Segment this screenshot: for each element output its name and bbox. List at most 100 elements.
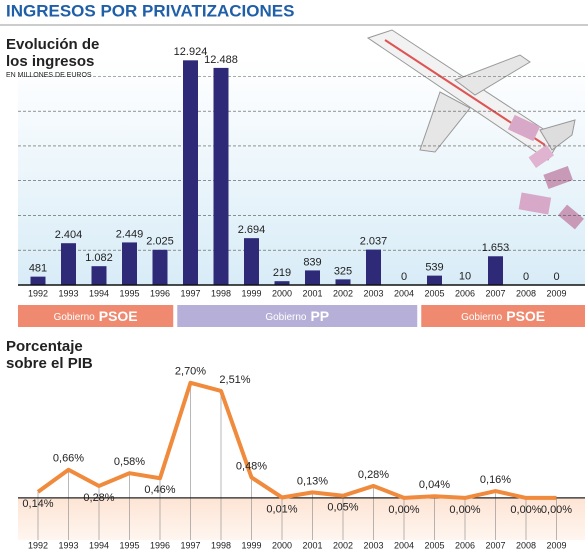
bar	[305, 270, 320, 285]
government-band	[421, 305, 585, 327]
x-tick-label: 1997	[180, 288, 200, 298]
x-tick-label: 2008	[516, 540, 536, 550]
x-tick-label: 2004	[394, 540, 414, 550]
value-label: 0,00%	[541, 504, 572, 516]
value-label: 0	[523, 271, 529, 283]
x-tick-label: 1992	[28, 288, 48, 298]
line-title: Porcentaje sobre el PIB	[6, 338, 93, 372]
x-tick-label: 1992	[28, 540, 48, 550]
value-label: 0,00%	[449, 504, 480, 516]
plot-background	[18, 497, 585, 540]
value-label: 0,01%	[266, 503, 297, 515]
bar	[244, 238, 259, 285]
x-tick-label: 1999	[241, 288, 261, 298]
x-tick-label: 2000	[272, 540, 292, 550]
x-tick-label: 1993	[58, 540, 78, 550]
government-party: PSOE	[99, 308, 138, 324]
x-tick-label: 1995	[119, 540, 139, 550]
value-label: 539	[425, 262, 443, 274]
value-label: 0,16%	[480, 474, 511, 486]
value-label: 0,14%	[22, 498, 53, 510]
x-tick-label: 2007	[485, 288, 505, 298]
value-label: 481	[29, 263, 47, 275]
x-tick-label: 2004	[394, 288, 414, 298]
x-tick-label: 2005	[424, 288, 444, 298]
x-tick-label: 2001	[302, 288, 322, 298]
value-label: 219	[273, 267, 291, 279]
bar	[30, 276, 46, 285]
value-label: 2.449	[116, 228, 144, 240]
line	[36, 380, 557, 500]
value-label: 2.694	[238, 224, 266, 236]
government-band	[177, 305, 418, 327]
value-label: 0	[553, 271, 559, 283]
bar	[91, 266, 107, 285]
government-prefix: Gobierno	[265, 312, 307, 323]
bar	[335, 279, 351, 285]
bar	[213, 67, 229, 285]
x-tick-label: 1994	[89, 288, 109, 298]
value-label: 0	[401, 271, 407, 283]
airplane	[366, 29, 584, 230]
value-label: 0,28%	[83, 492, 114, 504]
x-tick-label: 2003	[363, 540, 383, 550]
government-prefix: Gobierno	[461, 312, 503, 323]
bar	[427, 275, 442, 285]
government-party: PSOE	[506, 308, 545, 324]
government-label: Gobierno PSOE	[461, 308, 545, 324]
value-label: 12.488	[204, 54, 238, 66]
x-tick-label: 2006	[455, 288, 475, 298]
value-label: 1.082	[85, 252, 113, 264]
government-label: Gobierno PP	[265, 308, 329, 324]
x-tick-label: 2007	[485, 540, 505, 550]
x-tick-label: 1996	[150, 540, 170, 550]
value-label: 0,00%	[510, 504, 541, 516]
value-label: 12.924	[174, 46, 208, 58]
x-tick-label: 2001	[302, 540, 322, 550]
value-label: 0,48%	[236, 460, 267, 472]
bar	[61, 243, 76, 285]
x-tick-label: 2006	[455, 540, 475, 550]
x-tick-label: 2009	[546, 288, 566, 298]
value-label: 0,00%	[388, 504, 419, 516]
x-tick-label: 1994	[89, 540, 109, 550]
value-label: 0,13%	[297, 475, 328, 487]
bar	[274, 281, 290, 285]
value-label: 0,46%	[144, 484, 175, 496]
value-label: 325	[334, 265, 352, 277]
x-tick-label: 1996	[150, 288, 170, 298]
government-prefix: Gobierno	[54, 312, 96, 323]
value-label: 0,66%	[53, 453, 84, 465]
x-tick-label: 2008	[516, 288, 536, 298]
value-label: 0,05%	[327, 502, 358, 514]
value-label: 2.037	[360, 235, 388, 247]
value-label: 1.653	[482, 242, 510, 254]
government-band	[18, 305, 174, 327]
value-label: 10	[459, 271, 471, 283]
x-tick-label: 2002	[333, 288, 353, 298]
value-label: 2.404	[55, 229, 83, 241]
x-tick-label: 1997	[180, 540, 200, 550]
value-label: 0,58%	[114, 456, 145, 468]
bar-subtitle: EN MILLONES DE EUROS	[6, 72, 92, 79]
value-label: 2.025	[146, 236, 174, 248]
value-label: 0,04%	[419, 479, 450, 491]
bar	[366, 249, 381, 285]
value-label: 2,51%	[219, 374, 250, 386]
x-tick-label: 2005	[424, 540, 444, 550]
x-tick-label: 1993	[58, 288, 78, 298]
government-party: PP	[310, 308, 329, 324]
page-title: INGRESOS POR PRIVATIZACIONES	[6, 1, 294, 20]
bar	[152, 249, 168, 285]
bar	[488, 256, 503, 285]
x-tick-label: 1995	[119, 288, 139, 298]
bar	[183, 60, 198, 286]
government-label: Gobierno PSOE	[54, 308, 138, 324]
bar	[122, 242, 137, 285]
x-tick-label: 2003	[363, 288, 383, 298]
x-tick-label: 2000	[272, 288, 292, 298]
value-label: 2,70%	[175, 366, 206, 378]
x-tick-label: 2002	[333, 540, 353, 550]
